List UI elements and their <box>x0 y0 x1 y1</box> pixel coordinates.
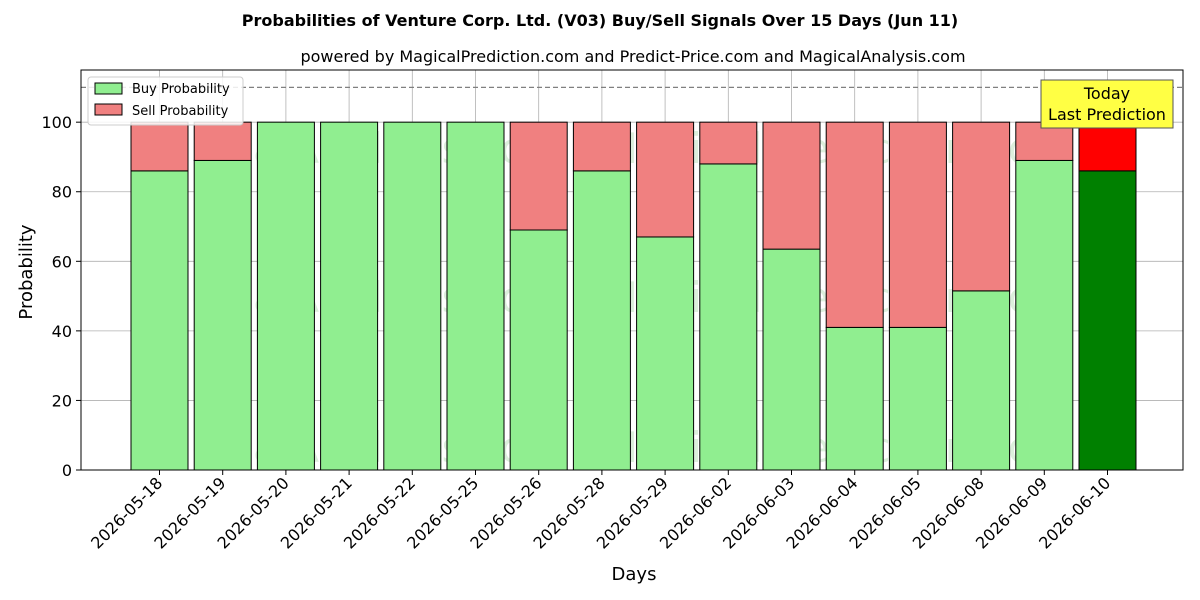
bar-buy <box>320 121 379 471</box>
legend-box <box>87 76 244 126</box>
chart-subtitle: powered by MagicalPrediction.com and Pre… <box>300 47 965 66</box>
bar-buy <box>572 170 631 471</box>
bar-buy <box>762 248 821 471</box>
bar-buy <box>1015 159 1074 471</box>
y-tick-label: 80 <box>52 183 72 202</box>
legend-swatch-buy <box>94 82 123 95</box>
legend-swatch-sell <box>94 103 123 116</box>
bar-sell <box>130 121 189 172</box>
y-tick-label: 40 <box>52 322 72 341</box>
annotation-line-1: Today <box>1083 84 1130 103</box>
bar-sell <box>952 121 1011 292</box>
x-axis-label: Days <box>612 564 657 585</box>
y-axis-label: Probability <box>16 224 37 319</box>
today-annotation: Today Last Prediction <box>1040 79 1174 129</box>
bar-buy <box>1078 170 1137 471</box>
annotation-box <box>1040 79 1174 129</box>
bar-sell <box>636 121 695 238</box>
y-tick-label: 20 <box>52 391 72 410</box>
bar-buy <box>193 159 252 471</box>
bar-buy <box>636 236 695 471</box>
bars-layer <box>130 121 1137 471</box>
legend-label-buy: Buy Probability <box>132 82 230 97</box>
bar-buy <box>446 121 505 471</box>
bar-sell <box>699 121 758 165</box>
bar-sell <box>825 121 884 328</box>
x-axis-ticks: 2026-05-182026-05-192026-05-202026-05-21… <box>87 470 1114 553</box>
y-axis-ticks: 0 20 40 60 80 100 <box>41 113 81 480</box>
bar-sell <box>762 121 821 250</box>
legend: Buy Probability Sell Probability <box>87 76 244 126</box>
bar-sell <box>888 121 947 328</box>
bar-buy <box>130 170 189 471</box>
bar-buy <box>952 290 1011 471</box>
bar-buy <box>509 229 568 471</box>
bar-buy <box>699 163 758 471</box>
legend-label-sell: Sell Probability <box>132 104 229 119</box>
bar-sell <box>509 121 568 231</box>
bar-sell <box>193 121 252 161</box>
bar-buy <box>256 121 315 471</box>
bar-sell <box>1078 121 1137 172</box>
chart-title: Probabilities of Venture Corp. Ltd. (V03… <box>242 11 958 30</box>
bar-sell <box>1015 121 1074 161</box>
bar-buy <box>825 326 884 471</box>
y-tick-label: 60 <box>52 252 72 271</box>
y-tick-label: 0 <box>62 461 72 480</box>
plot-frame <box>80 69 1184 471</box>
y-tick-label: 100 <box>41 113 72 132</box>
annotation-line-2: Last Prediction <box>1048 105 1166 124</box>
bar-sell <box>572 121 631 172</box>
bar-buy <box>383 121 442 471</box>
bar-buy <box>888 326 947 471</box>
